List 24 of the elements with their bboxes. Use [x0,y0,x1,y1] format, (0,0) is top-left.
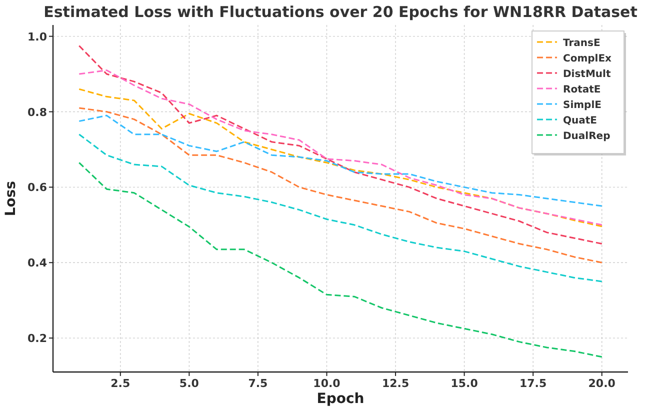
x-tick-label: 20.0 [588,377,616,390]
legend-label: TransE [563,38,600,49]
legend-label: ComplEx [563,54,612,64]
y-tick-label: 0.2 [28,332,47,346]
x-tick-label: 15.0 [450,377,478,390]
y-tick-label: 1.0 [28,30,48,44]
y-tick-label: 0.8 [28,106,47,119]
legend-label: DistMult [563,69,611,80]
x-tick-label: 5.0 [179,377,200,390]
legend-label: DualRep [563,131,610,142]
y-tick-label: 0.4 [28,256,48,270]
y-tick-label: 0.6 [28,181,48,194]
x-tick-label: 12.5 [382,377,410,390]
line-series [78,162,603,358]
legend-label: SimplE [563,100,602,111]
x-axis-title: Epoch [316,391,364,407]
legend-label: RotatE [563,84,601,96]
x-tick-label: 7.5 [248,377,268,390]
x-tick-label: 17.5 [520,377,547,390]
y-axis-title: Loss [3,180,19,216]
x-tick-label: 2.5 [110,377,130,390]
legend-label: QuatE [563,116,598,126]
chart-title: Estimated Loss with Fluctuations over 20 Epochs for WN18RR Dataset [44,3,638,21]
x-tick-label: 10.0 [313,377,341,390]
